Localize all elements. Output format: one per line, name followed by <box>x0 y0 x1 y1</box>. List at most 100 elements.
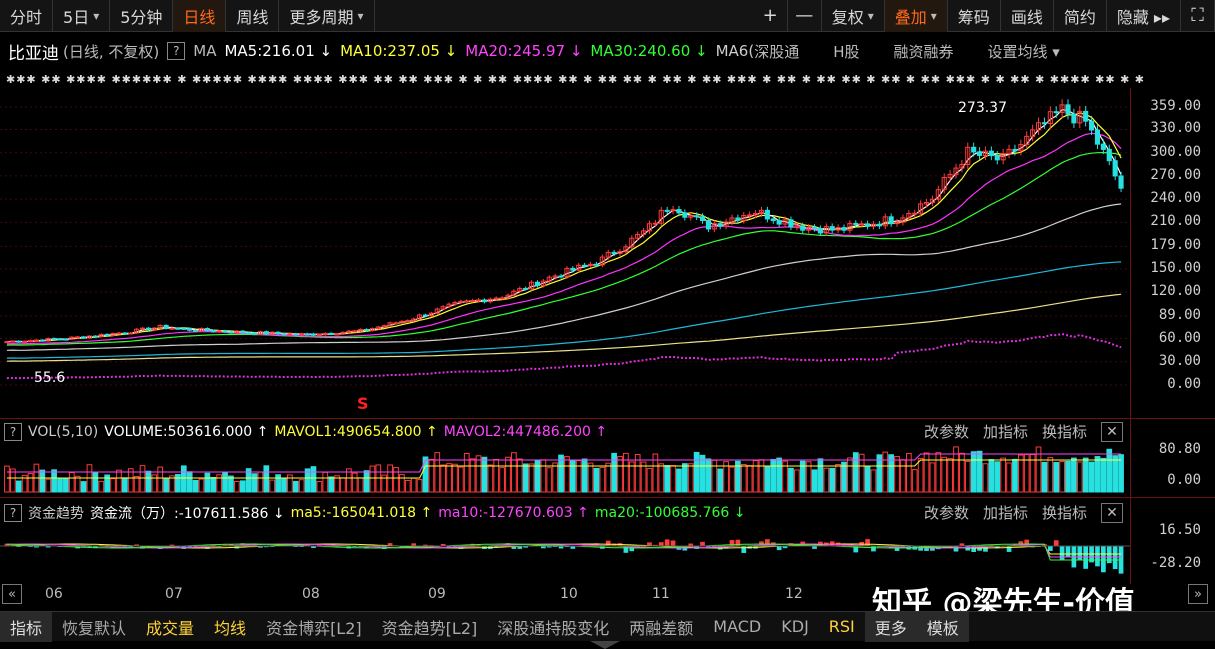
flow-bar <box>647 542 652 546</box>
add-indicator-button[interactable]: 加指标 <box>982 504 1028 522</box>
candle <box>475 299 482 302</box>
candle <box>293 333 299 336</box>
volume-bar <box>245 468 252 493</box>
candle <box>947 173 953 178</box>
indicator-tab-0[interactable]: 指标 <box>0 611 53 642</box>
switch-indicator-button[interactable]: 换指标 <box>1041 423 1087 441</box>
candle <box>1041 122 1047 125</box>
left-tab-3[interactable]: 日线 <box>173 0 227 32</box>
indicator-tab-7[interactable]: 两融差额 <box>629 618 694 638</box>
volume-bar <box>617 455 623 493</box>
indicator-tab-6[interactable]: 深股通持股变化 <box>497 618 610 638</box>
flow-bar <box>865 539 870 546</box>
candle <box>440 306 446 310</box>
ma-label: MA <box>193 42 217 60</box>
info-link-2[interactable]: 融资融券 <box>893 42 954 61</box>
info-link-1[interactable]: H股 <box>833 42 860 61</box>
right-tab-4[interactable]: 筹码 <box>948 0 1001 32</box>
flow-bar <box>812 546 817 549</box>
edit-params-button[interactable]: 改参数 <box>923 504 969 522</box>
right-tab-6[interactable]: 简约 <box>1054 0 1107 32</box>
volume-bar <box>404 479 411 493</box>
candle <box>45 337 51 342</box>
left-tab-2[interactable]: 5分钟 <box>110 0 174 32</box>
indicator-tab-10[interactable]: RSI <box>828 617 855 636</box>
volume-bar <box>98 480 105 493</box>
candle <box>982 150 989 156</box>
volume-bar <box>4 465 10 493</box>
right-tab-7[interactable]: 隐藏 ▸▸ <box>1107 0 1181 32</box>
stock-name[interactable]: 比亚迪 <box>8 43 59 64</box>
price-tick: 330.00 <box>1150 120 1201 137</box>
price-tick: 359.00 <box>1150 98 1201 114</box>
flow-bar <box>1047 546 1053 551</box>
help-icon[interactable]: ? <box>4 504 22 522</box>
candle <box>128 332 134 335</box>
candle <box>593 263 599 266</box>
volume-bar <box>569 460 576 493</box>
volume-bar <box>1076 461 1083 493</box>
indicator-tab-5[interactable]: 资金趋势[L2] <box>381 618 478 638</box>
ma30-value: MA30:240.60 ↓ <box>590 42 708 60</box>
candle <box>935 189 941 200</box>
candle <box>994 155 1000 161</box>
volume-bar <box>953 446 959 493</box>
indicator-tab-9[interactable]: KDJ <box>781 617 809 636</box>
volume-bar <box>788 467 794 493</box>
info-link-0[interactable]: 深股通 <box>754 42 800 61</box>
volume-bar <box>104 474 111 493</box>
flow-bar <box>765 539 770 546</box>
add-indicator-button[interactable]: 加指标 <box>982 423 1028 441</box>
candle <box>134 328 140 334</box>
candle <box>452 301 458 305</box>
candle <box>151 327 157 331</box>
indicator-tab-2[interactable]: 成交量 <box>146 618 195 638</box>
plus-icon[interactable]: + <box>754 0 788 32</box>
close-icon[interactable]: ✕ <box>1101 502 1123 523</box>
indicator-tab-4[interactable]: 资金博弈[L2] <box>266 618 362 638</box>
indicator-tab-8[interactable]: MACD <box>713 617 762 636</box>
volume-bar <box>446 463 452 493</box>
volume-bar <box>835 464 841 493</box>
switch-indicator-button[interactable]: 换指标 <box>1041 504 1087 522</box>
help-icon[interactable]: ? <box>4 423 22 441</box>
close-icon[interactable]: ✕ <box>1101 421 1123 442</box>
volume-bar <box>428 458 435 493</box>
candle <box>1018 144 1024 152</box>
price-tick: 270.00 <box>1150 166 1201 183</box>
volume-bar <box>298 479 305 493</box>
candle <box>139 327 146 330</box>
candle <box>717 223 723 227</box>
volume-bar <box>858 453 865 493</box>
indicator-tab-1[interactable]: 恢复默认 <box>62 618 127 638</box>
candle <box>4 341 10 344</box>
volume-bar <box>717 468 724 493</box>
edit-params-button[interactable]: 改参数 <box>923 423 969 441</box>
indicator-tab-11[interactable]: 更多 <box>864 611 917 642</box>
info-link-3[interactable]: 设置均线 ▾ <box>987 42 1060 61</box>
left-tab-1[interactable]: 5日 <box>53 0 111 32</box>
help-icon[interactable]: ? <box>167 42 186 60</box>
right-tab-3[interactable]: 叠加 <box>884 0 948 32</box>
volume-bar <box>416 479 423 493</box>
candle <box>782 219 788 225</box>
collapse-arrow-icon[interactable] <box>590 641 620 649</box>
candle <box>417 314 423 320</box>
scroll-right-icon[interactable]: » <box>1188 584 1208 604</box>
volume-bar <box>1112 455 1119 493</box>
volume-bar <box>269 479 276 493</box>
volume-bar <box>422 456 429 493</box>
right-tab-5[interactable]: 画线 <box>1001 0 1054 32</box>
candle <box>340 331 346 335</box>
fullscreen-icon[interactable]: ⛶ <box>1181 0 1215 32</box>
candle <box>163 324 169 329</box>
volume-bar <box>351 472 358 493</box>
left-tab-5[interactable]: 更多周期 <box>279 0 375 32</box>
indicator-tab-3[interactable]: 均线 <box>214 618 247 638</box>
indicator-tab-12[interactable]: 模板 <box>916 611 969 642</box>
candle <box>346 330 352 333</box>
scroll-left-icon[interactable]: « <box>2 584 22 604</box>
candle <box>847 222 853 231</box>
candle <box>929 198 935 203</box>
flow-bar <box>1101 546 1106 573</box>
